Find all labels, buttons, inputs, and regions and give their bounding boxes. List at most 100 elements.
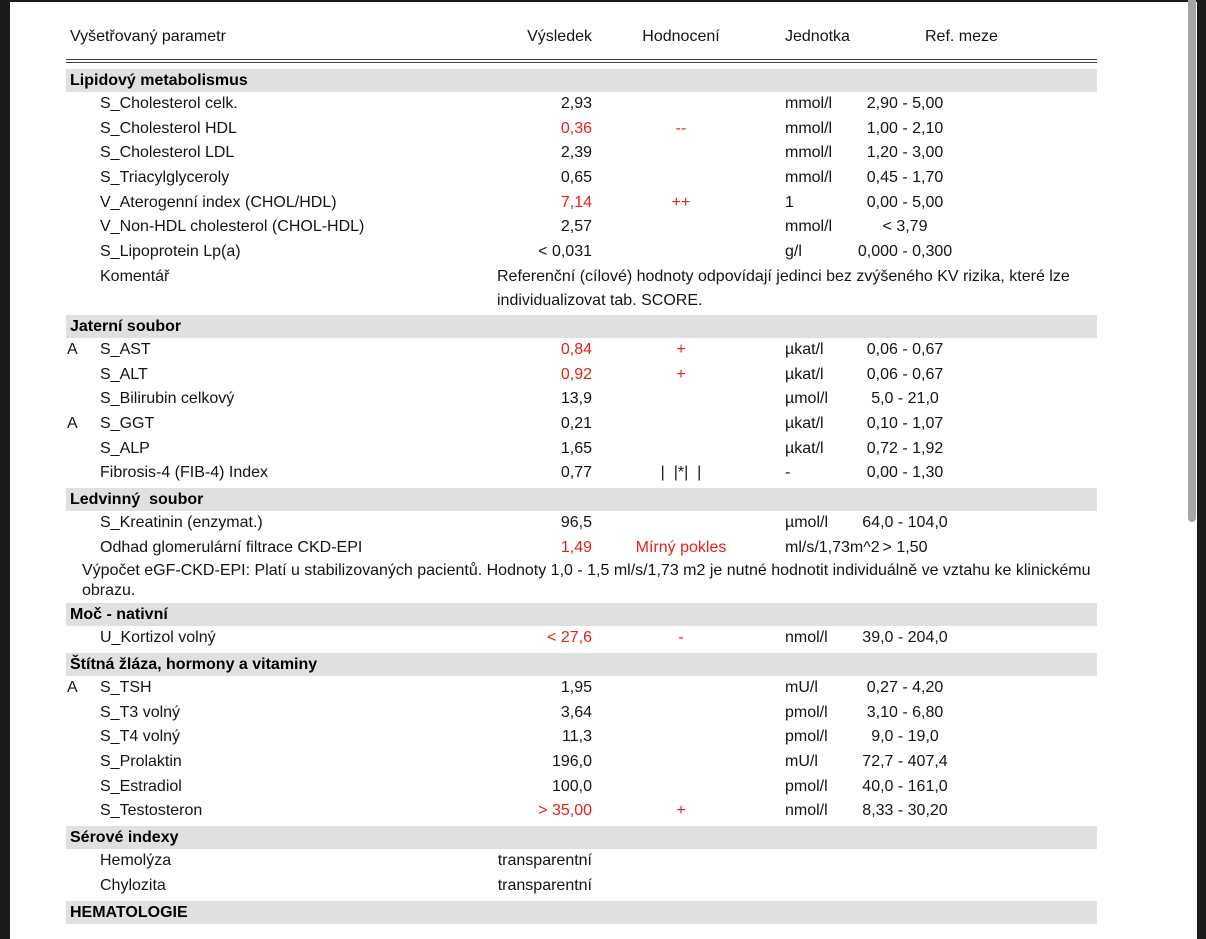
reference-range: 0,06 - 0,67 <box>866 365 944 383</box>
header-reference: Ref. meze <box>925 28 998 45</box>
evaluation-marker: + <box>676 802 686 820</box>
reference-range: 0,000 - 0,300 <box>857 243 953 261</box>
result-value: 0,92 <box>560 365 592 383</box>
result-value: 2,39 <box>560 144 592 162</box>
reference-range: < 3,79 <box>882 218 928 236</box>
result-value: < 27,6 <box>547 629 592 647</box>
unit-label: µkat/l <box>785 414 824 432</box>
result-value: transparentní <box>497 852 592 870</box>
section-title: Sérové indexy <box>70 829 179 847</box>
result-value: 196,0 <box>551 753 592 771</box>
table-row: Chylozita transparentní <box>66 874 1097 899</box>
reference-range: 0,45 - 1,70 <box>866 169 944 187</box>
unit-label: 1 <box>785 193 794 211</box>
reference-range: 1,20 - 3,00 <box>866 144 944 162</box>
parameter-label: S_Kreatinin (enzymat.) <box>100 513 263 531</box>
reference-range: 3,10 - 6,80 <box>866 703 944 721</box>
parameter-label: S_GGT <box>100 414 155 432</box>
table-row: S_Estradiol 100,0 pmol/l 40,0 - 161,0 <box>66 775 1097 800</box>
table-row: Fibrosis-4 (FIB-4) Index 0,77 | |*| | - 0,00… <box>66 461 1097 486</box>
parameter-label: Hemolýza <box>100 852 172 870</box>
parameter-label: S_T3 volný <box>100 703 181 721</box>
reference-range: 9,0 - 19,0 <box>871 728 939 746</box>
scrollbar-thumb[interactable] <box>1188 0 1196 522</box>
unit-label: mmol/l <box>785 119 833 137</box>
parameter-label: S_TSH <box>100 679 152 696</box>
result-value: 3,64 <box>560 703 592 721</box>
unit-label: nmol/l <box>785 802 828 820</box>
unit-label: mmol/l <box>785 169 833 187</box>
result-value: 7,14 <box>560 193 592 211</box>
parameter-label: V_Aterogenní index (CHOL/HDL) <box>100 193 337 211</box>
reference-range: 72,7 - 407,4 <box>862 753 948 771</box>
reference-range: 1,00 - 2,10 <box>866 119 944 137</box>
section-band: Sérové indexy <box>66 826 1097 850</box>
report-page: Vyšetřovaný parametr Výsledek Hodnocení … <box>10 2 1197 939</box>
section-band: Lipidový metabolismus <box>66 69 1097 92</box>
result-value: 2,93 <box>560 95 592 112</box>
table-row: S_Bilirubin celkový 13,9 µmol/l 5,0 - 21,0 <box>66 387 1097 412</box>
table-row: V_Aterogenní index (CHOL/HDL) 7,14 ++ 1 0,00… <box>66 191 1097 216</box>
parameter-label: Komentář <box>100 267 170 285</box>
reference-range: 0,06 - 0,67 <box>866 340 944 358</box>
unit-label: µkat/l <box>785 439 824 457</box>
lab-report-table: Vyšetřovaný parametr Výsledek Hodnocení … <box>66 2 1097 924</box>
parameter-label: S_Bilirubin celkový <box>100 390 235 408</box>
parameter-label: Fibrosis-4 (FIB-4) Index <box>100 464 269 482</box>
unit-label: pmol/l <box>785 728 828 746</box>
section-band: HEMATOLOGIE <box>66 900 1097 924</box>
table-row: V_Non-HDL cholesterol (CHOL-HDL) 2,57 mmol… <box>66 215 1097 240</box>
table-row: S_Triacylglyceroly 0,65 mmol/l 0,45 - 1,70 <box>66 166 1097 191</box>
unit-label: µkat/l <box>785 340 824 358</box>
unit-label: mmol/l <box>785 95 833 112</box>
table-row: Odhad glomerulární filtrace CKD-EPI 1,49 M… <box>66 536 1097 561</box>
reference-range: 64,0 - 104,0 <box>862 513 948 531</box>
parameter-label: U_Kortizol volný <box>100 629 216 647</box>
section-title: Jaterní soubor <box>70 317 182 335</box>
section-title: Lipidový metabolismus <box>70 72 248 89</box>
parameter-label: S_Testosteron <box>100 802 203 820</box>
result-value: 0,36 <box>560 119 592 137</box>
result-value: 1,49 <box>560 538 592 556</box>
parameter-label: S_AST <box>100 340 151 358</box>
parameter-label: S_Cholesterol celk. <box>100 95 238 112</box>
result-value: 100,0 <box>551 777 592 795</box>
reference-range: 0,72 - 1,92 <box>866 439 944 457</box>
table-row: Hemolýza transparentní <box>66 849 1097 874</box>
reference-range: > 1,50 <box>882 538 928 556</box>
result-value: transparentní <box>497 876 592 894</box>
unit-label: mU/l <box>785 753 818 771</box>
evaluation-marker: -- <box>675 119 687 137</box>
result-value: 1,95 <box>560 679 592 696</box>
reference-range: 0,00 - 1,30 <box>866 464 944 482</box>
parameter-label: S_Lipoprotein Lp(a) <box>100 243 241 261</box>
header-evaluation: Hodnocení <box>642 28 720 45</box>
unit-label: µmol/l <box>785 390 828 408</box>
unit-label: pmol/l <box>785 777 828 795</box>
table-row: S_ALP 1,65 µkat/l 0,72 - 1,92 <box>66 437 1097 462</box>
table-row: S_Cholesterol HDL 0,36 -- mmol/l 1,00 - 2,10 <box>66 117 1097 142</box>
row-flag: A <box>67 679 78 696</box>
table-row: S_T3 volný 3,64 pmol/l 3,10 - 6,80 <box>66 701 1097 726</box>
evaluation-marker: + <box>676 365 686 383</box>
evaluation-marker: Mírný pokles <box>635 538 727 556</box>
result-value: 0,77 <box>560 464 592 482</box>
result-value: > 35,00 <box>538 802 592 820</box>
section-title: Moč - nativní <box>70 606 168 624</box>
result-value: 0,21 <box>560 414 592 432</box>
result-value: 11,3 <box>562 728 592 746</box>
parameter-label: S_Cholesterol LDL <box>100 144 235 162</box>
section-title: Štítná žláza, hormony a vitaminy <box>70 656 318 673</box>
result-value: 2,57 <box>560 218 592 236</box>
table-row: S_Cholesterol LDL 2,39 mmol/l 1,20 - 3,00 <box>66 141 1097 166</box>
unit-label: mU/l <box>785 679 818 696</box>
reference-range: 0,27 - 4,20 <box>866 679 944 696</box>
table-row: U_Kortizol volný < 27,6 - nmol/l 39,0 - 204,… <box>66 626 1097 651</box>
parameter-label: S_Triacylglyceroly <box>100 169 230 187</box>
reference-range: 40,0 - 161,0 <box>862 777 948 795</box>
parameter-label: S_Cholesterol HDL <box>100 119 237 137</box>
evaluation-marker: | |*| | <box>660 464 702 482</box>
result-value: < 0,031 <box>538 243 592 261</box>
row-flag: A <box>67 340 78 358</box>
table-row: Komentář Referenční (cílové) hodnoty odpo… <box>66 265 1097 313</box>
